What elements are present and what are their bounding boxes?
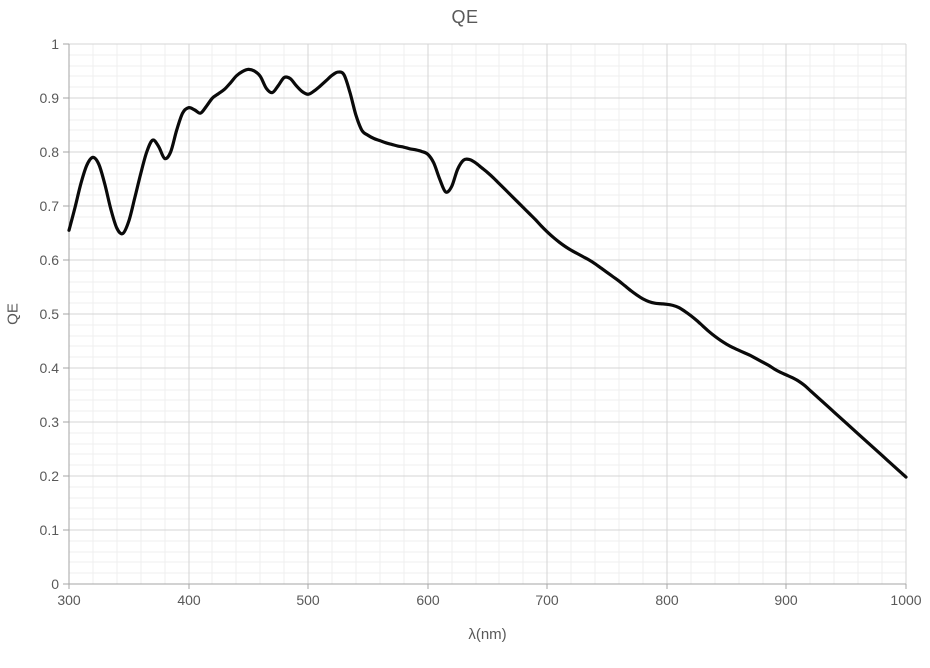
x-tick-label: 400 xyxy=(177,592,201,608)
y-tick-label: 0 xyxy=(51,576,59,592)
x-tick-label: 300 xyxy=(57,592,81,608)
x-tick-label: 600 xyxy=(416,592,440,608)
x-tick-label: 700 xyxy=(535,592,559,608)
x-tick-label: 900 xyxy=(774,592,798,608)
y-tick-label: 0.6 xyxy=(40,252,60,268)
x-tick-label: 1000 xyxy=(890,592,921,608)
x-tick-label: 800 xyxy=(655,592,679,608)
y-tick-label: 0.3 xyxy=(40,414,60,430)
chart-title: QE xyxy=(451,7,479,27)
y-tick-label: 0.9 xyxy=(40,90,60,106)
x-axis-title: λ(nm) xyxy=(468,626,507,643)
y-axis-title: QE xyxy=(4,303,22,325)
x-tick-label: 500 xyxy=(296,592,320,608)
y-tick-label: 0.8 xyxy=(40,144,60,160)
qe-curve xyxy=(67,67,908,479)
y-tick-label: 1 xyxy=(51,36,59,52)
y-tick-label: 0.7 xyxy=(40,198,60,214)
y-tick-label: 0.4 xyxy=(40,360,60,376)
y-tick-label: 0.2 xyxy=(40,468,60,484)
y-tick-label: 0.1 xyxy=(40,522,60,538)
y-tick-label: 0.5 xyxy=(40,306,60,322)
